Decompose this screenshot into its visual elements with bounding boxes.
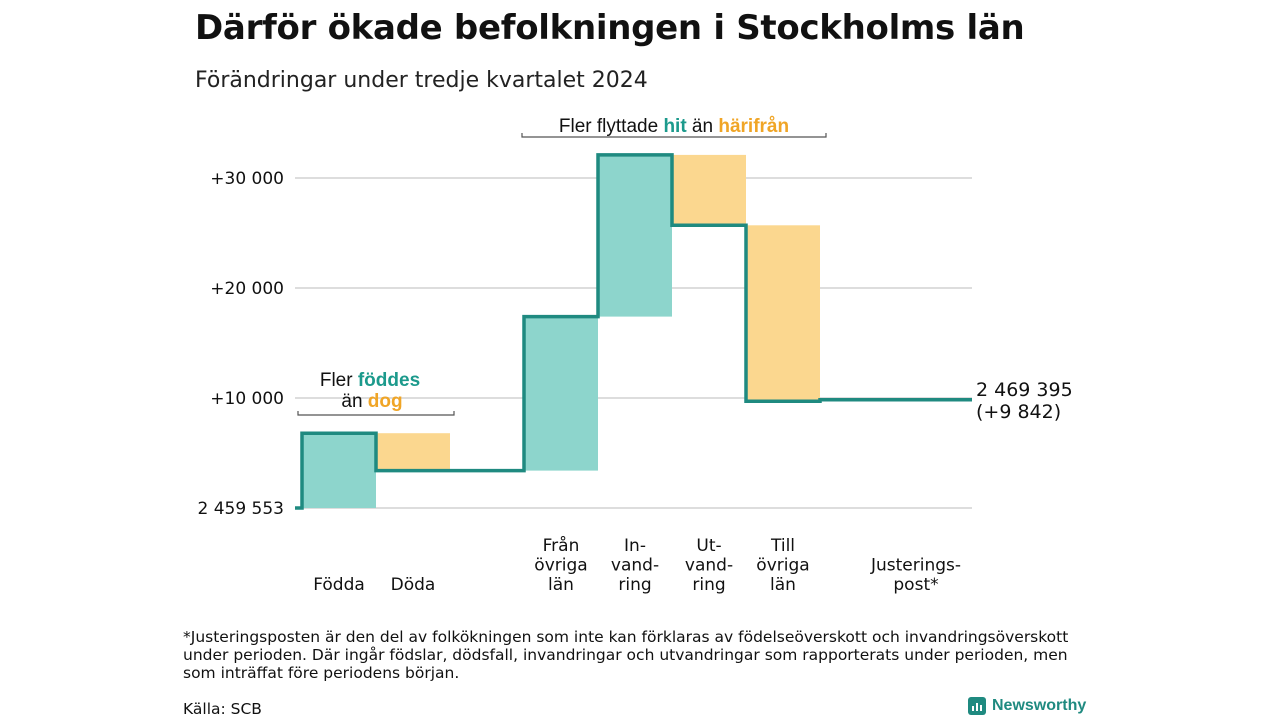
category-label: In- xyxy=(624,536,646,556)
category-label: ring xyxy=(618,575,651,595)
category-label: län xyxy=(548,575,574,595)
waterfall-bar xyxy=(302,433,376,508)
category-label: vand- xyxy=(611,556,659,576)
brand-logo: Newsworthy xyxy=(968,697,1086,715)
chart-subtitle: Förändringar under tredje kvartalet 2024 xyxy=(195,68,648,93)
category-label: Från xyxy=(543,535,580,556)
migration-bracket xyxy=(521,133,827,138)
y-tick-label: +30 000 xyxy=(210,169,284,189)
brand-name: Newsworthy xyxy=(992,697,1087,714)
category-label: övriga xyxy=(756,556,809,576)
waterfall-bar xyxy=(672,154,746,226)
category-label: övriga xyxy=(534,556,587,576)
end-change-label: (+9 842) xyxy=(976,401,1061,423)
category-label: Justerings- xyxy=(870,556,961,576)
bar-chart-icon xyxy=(968,697,986,715)
births-annotation-line2: än dog xyxy=(341,391,402,412)
category-label: vand- xyxy=(685,556,733,576)
source-label: Källa: SCB xyxy=(183,700,262,718)
y-tick-label: +20 000 xyxy=(210,279,284,299)
waterfall-bar xyxy=(376,433,450,471)
y-start-label: 2 459 553 xyxy=(197,499,284,519)
category-label: ring xyxy=(692,575,725,595)
migration-annotation: Fler flyttade hit än härifrån xyxy=(559,116,789,137)
end-total-label: 2 469 395 xyxy=(976,379,1073,401)
waterfall-bar xyxy=(524,316,598,471)
waterfall-bar xyxy=(746,225,820,402)
births-bracket xyxy=(297,411,455,416)
step-line xyxy=(295,153,972,510)
category-label: Ut- xyxy=(696,536,721,556)
category-label: län xyxy=(770,575,796,595)
births-annotation-line1: Fler föddes xyxy=(320,370,420,391)
category-label: Till xyxy=(770,536,795,556)
category-label: post* xyxy=(893,575,938,595)
footnote: *Justeringsposten är den del av folkökni… xyxy=(183,628,1069,682)
waterfall-bar xyxy=(598,154,672,317)
category-label: Döda xyxy=(391,575,436,595)
category-label: Födda xyxy=(313,575,365,595)
chart-title: Därför ökade befolkningen i Stockholms l… xyxy=(195,8,1025,48)
y-tick-label: +10 000 xyxy=(210,389,284,409)
